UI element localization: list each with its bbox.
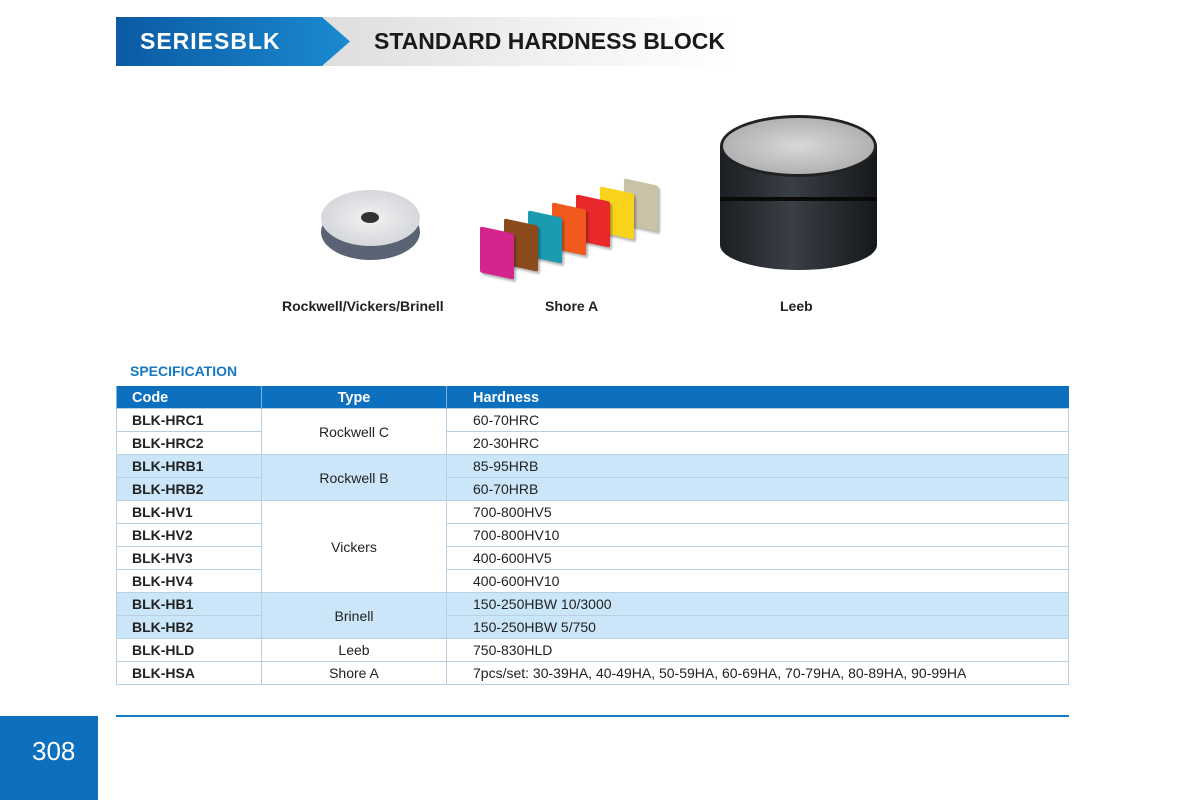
cell-code: BLK-HV4 — [116, 569, 262, 593]
caption-shore-a: Shore A — [545, 298, 599, 314]
caption-rockwell: Rockwell/Vickers/Brinell — [282, 298, 444, 314]
table-row: BLK-HRB1 Rockwell B 85-95HRB — [116, 454, 1069, 501]
cell-code: BLK-HRC2 — [116, 431, 262, 455]
cell-code: BLK-HB2 — [116, 615, 262, 639]
cell-type: Brinell — [261, 592, 447, 639]
table-row: BLK-HLD Leeb 750-830HLD — [116, 638, 1069, 662]
table-row: BLK-HV4 400-600HV10 — [116, 569, 1069, 593]
table-row: BLK-HV3 400-600HV5 — [116, 546, 1069, 570]
cell-code: BLK-HSA — [116, 661, 262, 685]
cell-code: BLK-HLD — [116, 638, 262, 662]
shore-a-blocks-image — [480, 178, 670, 280]
cell-hardness: 60-70HRC — [446, 408, 1069, 432]
cell-hardness: 60-70HRB — [446, 477, 1069, 501]
col-type: Type — [261, 386, 447, 409]
cell-hardness: 7pcs/set: 30-39HA, 40-49HA, 50-59HA, 60-… — [446, 661, 1069, 685]
cell-type: Rockwell B — [261, 454, 447, 501]
col-code: Code — [116, 386, 262, 409]
table-row: BLK-HB2 150-250HBW 5/750 — [116, 615, 1069, 639]
leeb-block-image — [720, 115, 877, 270]
col-hardness: Hardness — [446, 386, 1069, 409]
table-row: BLK-HRC1 Rockwell C 60-70HRC — [116, 408, 1069, 455]
cell-code: BLK-HV1 — [116, 500, 262, 524]
caption-leeb: Leeb — [780, 298, 813, 314]
spec-heading: SPECIFICATION — [130, 363, 238, 379]
cell-code: BLK-HV2 — [116, 523, 262, 547]
cell-hardness: 150-250HBW 5/750 — [446, 615, 1069, 639]
page-number: 308 — [0, 716, 98, 800]
cell-hardness: 700-800HV5 — [446, 500, 1069, 524]
cell-hardness: 400-600HV10 — [446, 569, 1069, 593]
cell-hardness: 150-250HBW 10/3000 — [446, 592, 1069, 616]
cell-hardness: 750-830HLD — [446, 638, 1069, 662]
cell-code: BLK-HB1 — [116, 592, 262, 616]
cell-hardness: 700-800HV10 — [446, 523, 1069, 547]
page-title: STANDARD HARDNESS BLOCK — [374, 28, 725, 54]
table-row: BLK-HSA Shore A 7pcs/set: 30-39HA, 40-49HA… — [116, 661, 1069, 685]
table-row: BLK-HB1 Brinell 150-250HBW 10/3000 — [116, 592, 1069, 639]
table-row: BLK-HV2 700-800HV10 — [116, 523, 1069, 547]
spec-table: Code Type Hardness BLK-HRC1 Rockwell C 60-… — [116, 386, 1069, 685]
cell-hardness: 85-95HRB — [446, 454, 1069, 478]
cell-hardness: 400-600HV5 — [446, 546, 1069, 570]
cell-code: BLK-HV3 — [116, 546, 262, 570]
cell-type: Leeb — [261, 638, 447, 662]
table-row: BLK-HRC2 20-30HRC — [116, 431, 1069, 455]
cell-type: Rockwell C — [261, 408, 447, 455]
shore-block — [480, 226, 514, 280]
table-row: BLK-HV1 Vickers 700-800HV5 — [116, 500, 1069, 593]
cell-type: Shore A — [261, 661, 447, 685]
cell-type: Vickers — [261, 500, 447, 593]
cell-code: BLK-HRC1 — [116, 408, 262, 432]
cell-code: BLK-HRB1 — [116, 454, 262, 478]
table-row: BLK-HRB2 60-70HRB — [116, 477, 1069, 501]
cell-code: BLK-HRB2 — [116, 477, 262, 501]
cell-hardness: 20-30HRC — [446, 431, 1069, 455]
series-label: SERIESBLK — [116, 17, 350, 66]
footer-divider — [116, 715, 1069, 717]
rockwell-block-image — [321, 190, 420, 260]
